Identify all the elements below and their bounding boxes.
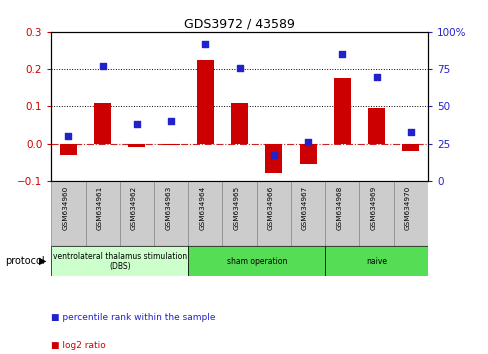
Text: GSM634970: GSM634970 <box>404 186 410 230</box>
Title: GDS3972 / 43589: GDS3972 / 43589 <box>184 18 294 31</box>
Text: GSM634968: GSM634968 <box>336 186 342 230</box>
Point <box>372 74 380 79</box>
Bar <box>162 144 180 145</box>
FancyBboxPatch shape <box>154 181 188 246</box>
FancyBboxPatch shape <box>393 181 427 246</box>
FancyBboxPatch shape <box>188 181 222 246</box>
FancyBboxPatch shape <box>325 181 359 246</box>
Text: GSM634966: GSM634966 <box>267 186 273 230</box>
Bar <box>367 108 385 144</box>
Bar <box>128 144 145 147</box>
Point <box>338 51 346 57</box>
FancyBboxPatch shape <box>290 181 325 246</box>
Text: GSM634969: GSM634969 <box>370 186 376 230</box>
Bar <box>264 144 282 173</box>
Text: GSM634961: GSM634961 <box>97 186 102 230</box>
FancyBboxPatch shape <box>222 181 256 246</box>
Point <box>99 63 106 69</box>
Text: GSM634967: GSM634967 <box>302 186 307 230</box>
Point <box>235 65 243 70</box>
Text: sham operation: sham operation <box>226 257 286 266</box>
Text: ■ percentile rank within the sample: ■ percentile rank within the sample <box>51 313 215 322</box>
Bar <box>230 103 247 144</box>
FancyBboxPatch shape <box>188 246 325 276</box>
Point <box>201 41 209 47</box>
Text: ▶: ▶ <box>39 256 46 266</box>
Bar <box>299 144 316 164</box>
Text: GSM634963: GSM634963 <box>165 186 171 230</box>
FancyBboxPatch shape <box>51 246 188 276</box>
Text: ■ log2 ratio: ■ log2 ratio <box>51 342 106 350</box>
Point <box>133 121 141 127</box>
Text: GSM634964: GSM634964 <box>199 186 205 230</box>
FancyBboxPatch shape <box>51 181 85 246</box>
Text: GSM634960: GSM634960 <box>62 186 68 230</box>
Point <box>304 139 311 145</box>
Text: protocol: protocol <box>5 256 44 266</box>
Text: GSM634962: GSM634962 <box>131 186 137 230</box>
Bar <box>60 144 77 155</box>
Point <box>269 153 277 158</box>
Bar <box>196 60 214 144</box>
Bar <box>333 78 350 144</box>
Point <box>406 129 414 135</box>
Bar <box>94 103 111 144</box>
FancyBboxPatch shape <box>256 181 290 246</box>
Text: naive: naive <box>366 257 386 266</box>
FancyBboxPatch shape <box>359 181 393 246</box>
Bar <box>401 144 418 151</box>
FancyBboxPatch shape <box>325 246 427 276</box>
Text: ventrolateral thalamus stimulation
(DBS): ventrolateral thalamus stimulation (DBS) <box>53 252 186 271</box>
Text: GSM634965: GSM634965 <box>233 186 239 230</box>
Point <box>167 118 175 124</box>
Point <box>64 133 72 139</box>
FancyBboxPatch shape <box>85 181 120 246</box>
FancyBboxPatch shape <box>120 181 154 246</box>
